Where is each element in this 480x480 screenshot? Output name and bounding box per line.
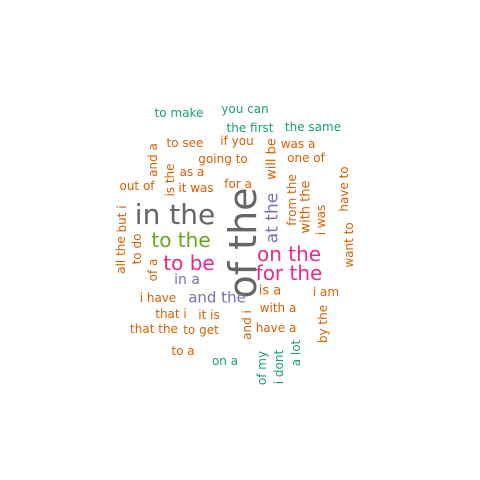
word: to make xyxy=(154,106,204,120)
word: of a xyxy=(146,258,160,282)
word: at the xyxy=(262,192,283,244)
word: is the xyxy=(163,163,177,197)
word: all the xyxy=(114,236,128,274)
word: on a xyxy=(211,354,239,368)
word: have a xyxy=(255,321,297,335)
word: from the xyxy=(285,174,299,226)
word: will be xyxy=(264,138,280,180)
word: i dont xyxy=(272,349,286,385)
word: to a xyxy=(171,344,195,358)
word: it is xyxy=(198,308,220,322)
word: by the xyxy=(316,304,330,344)
word: but i xyxy=(115,205,129,233)
word: out of xyxy=(119,179,155,193)
word: and i xyxy=(240,310,254,340)
word: to do xyxy=(130,233,144,265)
word: the first xyxy=(226,121,274,135)
word: that the xyxy=(130,322,178,336)
word: in the xyxy=(134,198,216,231)
word: in a xyxy=(174,272,200,288)
word: as a xyxy=(179,165,205,179)
word: i have xyxy=(139,291,177,305)
word: one of xyxy=(287,151,325,165)
word: with a xyxy=(259,301,297,315)
word: to get xyxy=(183,323,219,337)
word: was a xyxy=(280,137,316,151)
word: it was xyxy=(178,181,214,195)
word: and the xyxy=(188,288,246,307)
word: is a xyxy=(258,283,282,299)
word: i am xyxy=(312,285,340,299)
word: if you xyxy=(220,134,254,148)
word: the same xyxy=(284,120,342,134)
word: for a xyxy=(224,177,252,191)
word: of my xyxy=(255,350,269,386)
word: you can xyxy=(221,102,269,116)
word: to be xyxy=(163,251,215,275)
word: going to xyxy=(198,152,248,166)
word: have to xyxy=(337,166,351,212)
word: on the xyxy=(256,242,322,266)
word: with the xyxy=(298,180,314,234)
word: to see xyxy=(166,136,204,150)
word: for the xyxy=(255,261,323,285)
word: want to xyxy=(342,222,356,268)
word: a lot xyxy=(289,339,303,367)
word: that i xyxy=(155,307,187,321)
word: to the xyxy=(151,228,211,252)
word: i was xyxy=(314,204,328,236)
word: and a xyxy=(146,143,160,177)
